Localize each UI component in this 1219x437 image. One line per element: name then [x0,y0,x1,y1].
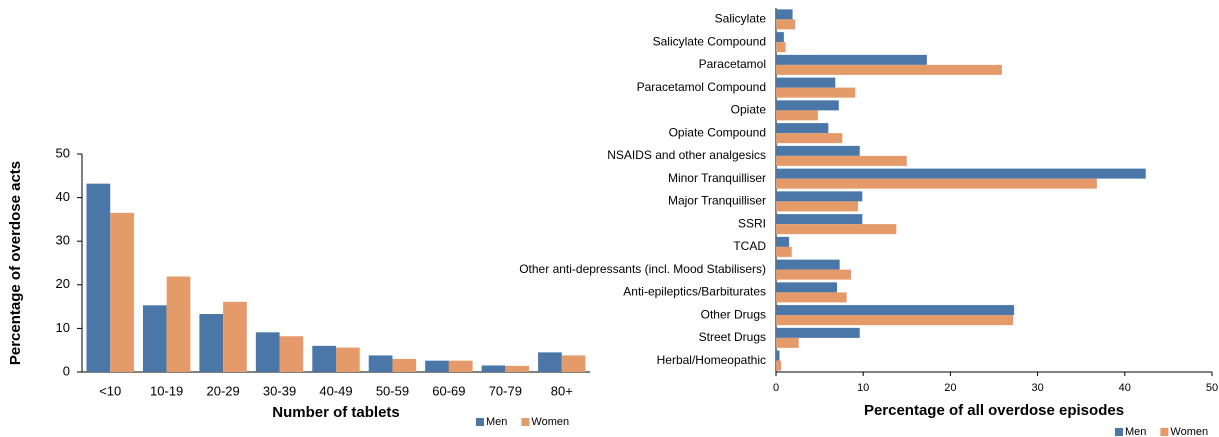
bar [368,355,393,372]
bar [110,212,134,372]
bar [255,332,280,372]
x-axis-title: Percentage of all overdose episodes [864,402,1124,419]
bar [448,360,473,372]
legend-swatch [1160,428,1169,436]
x-tick-label: 20-29 [206,383,239,398]
bar [776,350,780,361]
y-tick-label: SSRI [738,216,766,230]
bar [425,360,449,372]
bar [776,42,786,53]
bar [776,305,1015,316]
bar [776,9,793,20]
bar [86,183,111,372]
bar [776,100,839,111]
y-axis-title: Percentage of overdose acts [7,161,24,365]
y-tick-label: Paracetamol Compound [637,80,766,94]
bar [505,365,530,372]
x-tick-label: 30-39 [263,383,296,398]
legend-swatch [521,418,530,426]
bar [166,276,191,372]
x-tick-label: 70-79 [489,383,522,398]
bar [776,292,847,303]
bar [776,178,1097,189]
legend-label: Men [486,416,507,428]
y-tick-label: Paracetamol [699,57,766,71]
y-tick-label: Minor Tranquilliser [668,171,766,185]
legend-swatch [476,418,484,426]
bar [223,301,247,372]
y-tick-label: 10 [56,320,70,335]
bar [776,259,840,270]
bar [776,327,860,338]
x-tick-label: 50-59 [376,383,409,398]
bar [199,314,224,372]
bar [561,355,586,372]
bar [776,315,1014,326]
y-tick-label: Other anti-depressants (incl. Mood Stabi… [519,262,766,276]
x-tick-label: 60-69 [432,383,465,398]
bar [776,168,1146,179]
bar [142,305,167,372]
x-axis-title: Number of tablets [272,404,400,421]
bar [336,347,360,372]
y-tick-label: NSAIDS and other analgesics [607,148,766,162]
y-tick-label: Opiate [731,103,767,117]
y-tick-label: 30 [56,233,70,248]
bar [776,155,907,166]
y-tick-label: 50 [56,145,70,160]
y-tick-label: Salicylate Compound [653,34,766,48]
bar [776,214,863,225]
bar [776,110,818,121]
x-tick-label: 40 [1119,382,1131,394]
bar [776,269,851,280]
bar [312,345,336,372]
bar [776,201,858,212]
x-tick-label: 30 [1031,382,1043,394]
bar [392,358,417,372]
bar [279,336,304,372]
x-tick-label: 0 [773,382,779,394]
legend-label: Women [531,416,569,428]
bar [776,32,784,43]
y-tick-label: Salicylate [715,12,767,26]
bar [776,64,1002,75]
x-tick-label: 50 [1206,382,1218,394]
bar [776,19,796,30]
bar [776,133,843,144]
y-tick-label: 20 [56,276,70,291]
bar [776,282,838,293]
legend-label: Men [1125,426,1146,437]
y-tick-label: Major Tranquilliser [668,194,766,208]
y-tick-label: Other Drugs [701,307,766,321]
x-tick-label: 40-49 [319,383,352,398]
bar [538,352,562,372]
bar [776,337,799,348]
x-tick-label: 10-19 [150,383,183,398]
x-tick-label: 10 [857,382,869,394]
bar [776,123,829,134]
bar [776,360,782,371]
bar [776,145,860,156]
y-tick-label: Herbal/Homeopathic [657,353,766,367]
bar [776,77,836,88]
legend-label: Women [1170,426,1208,437]
bar [776,87,856,98]
bar [481,365,506,372]
bar [776,246,792,257]
y-tick-label: Anti-epileptics/Barbiturates [623,285,766,299]
x-tick-label: 80+ [551,383,573,398]
bar [776,236,790,247]
x-tick-label: 20 [944,382,956,394]
bar [776,224,897,235]
legend-swatch [1115,428,1123,436]
x-tick-label: <10 [99,383,121,398]
bar [776,54,927,65]
y-tick-label: Street Drugs [699,330,766,344]
y-tick-label: 40 [56,189,70,204]
y-tick-label: Opiate Compound [669,125,766,139]
y-tick-label: 0 [63,363,70,378]
bar [776,191,863,202]
y-tick-label: TCAD [733,239,766,253]
